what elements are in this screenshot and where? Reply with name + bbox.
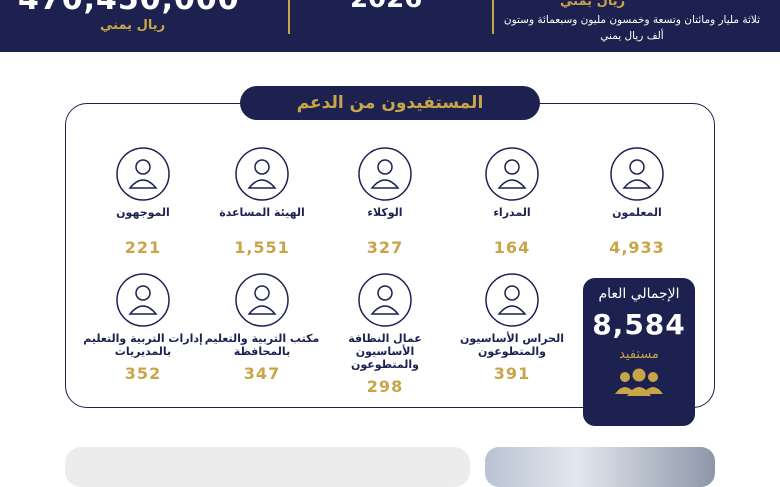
year: 2026 (350, 0, 422, 14)
icon (235, 273, 289, 327)
icon (485, 273, 539, 327)
total-label: الإجمالي العام (598, 286, 680, 302)
icon (610, 147, 664, 201)
label-line: والمتطوعون (477, 345, 546, 358)
label-line: المعلمون (612, 206, 662, 219)
beneficiary-value: 164 (493, 238, 531, 257)
beneficiary-label: إدارات التربية والتعليم بالمديريات (78, 332, 208, 358)
label-line: الأساسيون والمتطوعون (350, 345, 419, 371)
beneficiary: مكتب التربية والتعليم بالمحافظة 347 (197, 272, 327, 383)
label-line: الموجهون (116, 206, 170, 219)
label-line: بالمحافظة (233, 345, 291, 358)
beneficiary-label: عمال النظافة الأساسيون والمتطوعون (320, 332, 450, 371)
beneficiary: الحراس الأساسيون والمتطوعون 391 (447, 272, 577, 383)
beneficiary-value: 352 (124, 364, 162, 383)
beneficiary-value: 347 (243, 364, 281, 383)
label-line: مكتب التربية والتعليم (204, 332, 320, 345)
icon (358, 273, 412, 327)
total-unit: مستفيد (619, 347, 659, 362)
beneficiary: المعلمون 4,933 (572, 146, 702, 257)
beneficiary-label: الموجهون (78, 206, 208, 232)
beneficiary-value: 4,933 (609, 238, 665, 257)
beneficiary: عمال النظافة الأساسيون والمتطوعون 298 (320, 272, 450, 396)
beneficiary-label: المعلمون (572, 206, 702, 232)
beneficiary: المدراء 164 (447, 146, 577, 257)
total-value: 8,584 (592, 308, 686, 341)
label-line: الوكلاء (367, 206, 403, 219)
amount: 470,450,000 (18, 0, 240, 17)
label-line: المدراء (493, 206, 531, 219)
icon (116, 273, 170, 327)
panel (65, 447, 470, 487)
beneficiary-value: 391 (493, 364, 531, 383)
header-band (0, 0, 780, 52)
beneficiary: الوكلاء 327 (320, 146, 450, 257)
photo (485, 447, 715, 487)
beneficiary-value: 1,551 (234, 238, 290, 257)
people-icon (615, 368, 663, 396)
icon (485, 147, 539, 201)
total-box: الإجمالي العام 8,584 مستفيد (583, 278, 695, 426)
beneficiary-label: الهيئة المساعدة (197, 206, 327, 232)
amount-unit: ريال يمني (100, 18, 166, 33)
separator (492, 0, 494, 34)
amount-words: ثلاثة مليار ومائتان وتسعة وخمسون مليون و… (503, 14, 761, 42)
beneficiary: الموجهون 221 (78, 146, 208, 257)
beneficiary: إدارات التربية والتعليم بالمديريات 352 (78, 272, 208, 383)
beneficiary-label: مكتب التربية والتعليم بالمحافظة (197, 332, 327, 358)
beneficiary: الهيئة المساعدة 1,551 (197, 146, 327, 257)
label-line: عمال النظافة (348, 332, 422, 345)
beneficiary-value: 221 (124, 238, 162, 257)
label-line: بالمديريات (114, 345, 172, 358)
separator (288, 0, 290, 34)
beneficiary-label: الوكلاء (320, 206, 450, 232)
beneficiary-label: المدراء (447, 206, 577, 232)
icon (116, 147, 170, 201)
label-line: الحراس الأساسيون (460, 332, 564, 345)
icon (358, 147, 412, 201)
icon (235, 147, 289, 201)
amount-unit: ريال يمني (560, 0, 626, 9)
beneficiary-value: 327 (366, 238, 404, 257)
section-title: المستفيدون من الدعم (240, 86, 540, 120)
label-line: الهيئة المساعدة (219, 206, 305, 219)
beneficiary-value: 298 (366, 377, 404, 396)
beneficiary-label: الحراس الأساسيون والمتطوعون (447, 332, 577, 358)
label-line: إدارات التربية والتعليم (83, 332, 203, 345)
